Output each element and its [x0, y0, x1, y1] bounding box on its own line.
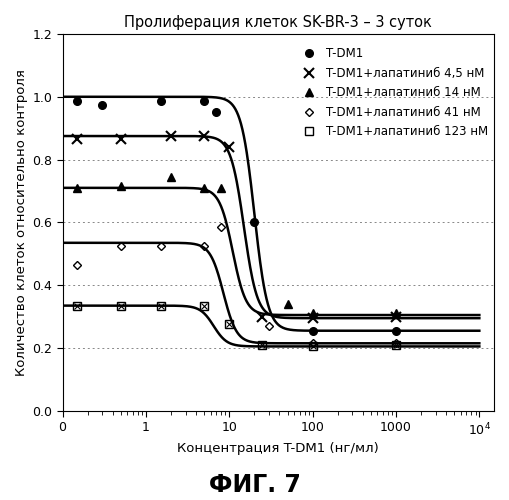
- X-axis label: Концентрация T-DM1 (нг/мл): Концентрация T-DM1 (нг/мл): [178, 442, 379, 455]
- Text: ФИГ. 7: ФИГ. 7: [209, 474, 300, 498]
- Title: Пролиферация клеток SK-BR-3 – 3 суток: Пролиферация клеток SK-BR-3 – 3 суток: [124, 15, 432, 30]
- Y-axis label: Количество клеток относительно контроля: Количество клеток относительно контроля: [15, 69, 28, 376]
- Legend: T-DM1, T-DM1+лапатиниб 4,5 нМ, T-DM1+лапатиниб 14 нМ, T-DM1+лапатиниб 41 нМ, T-D: T-DM1, T-DM1+лапатиниб 4,5 нМ, T-DM1+лап…: [298, 48, 488, 138]
